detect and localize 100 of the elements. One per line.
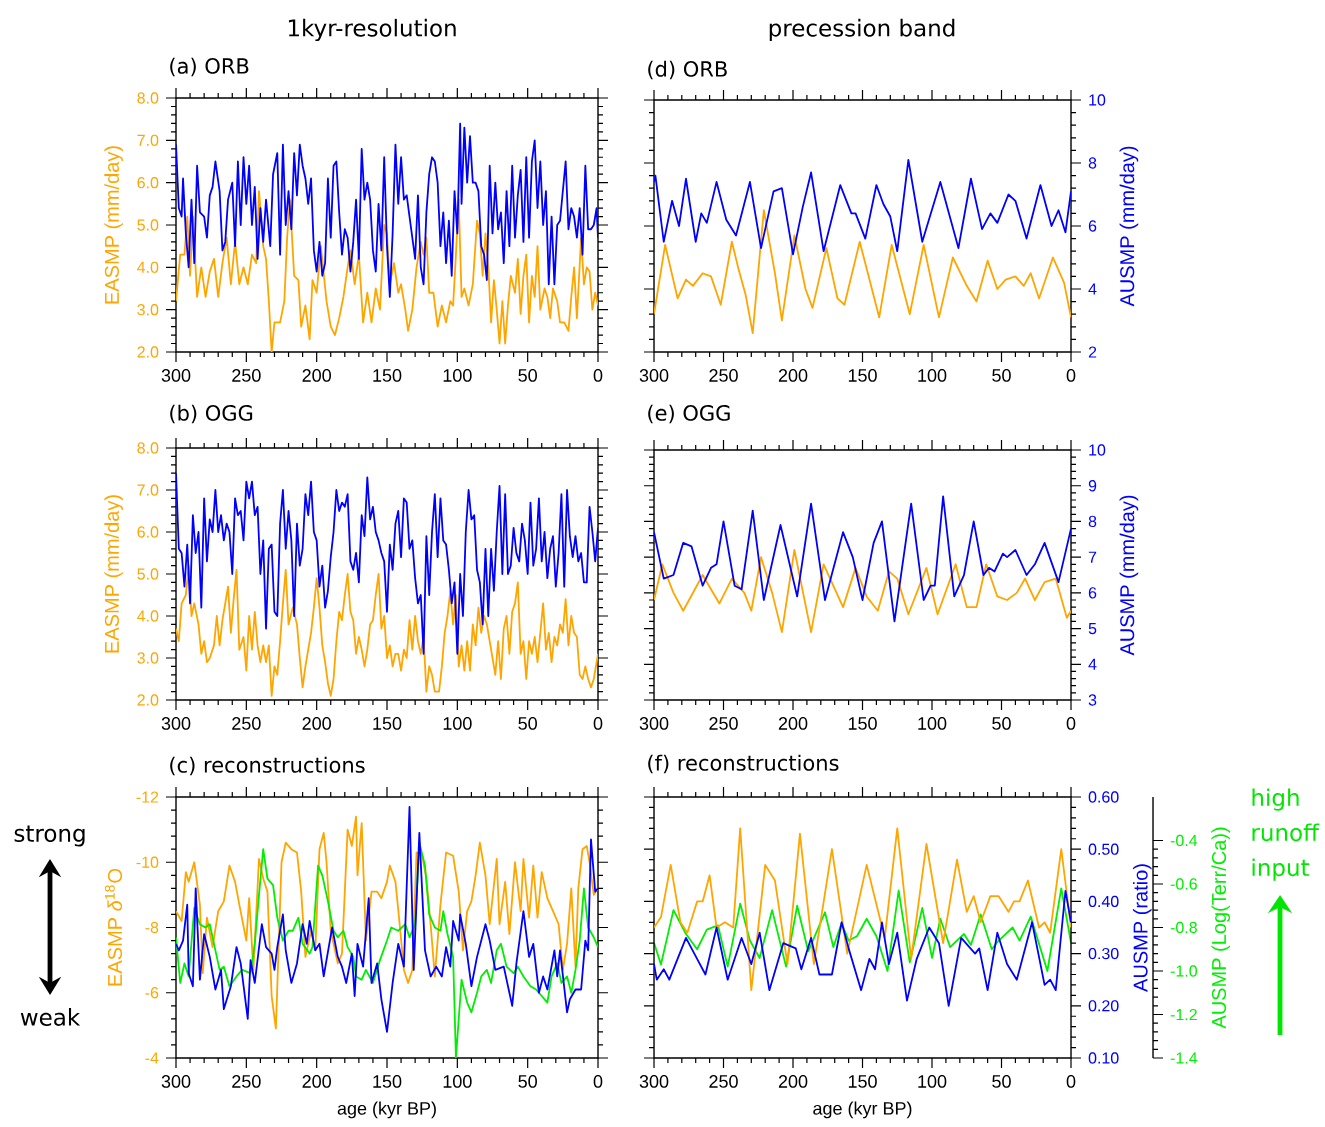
y2-tick-label: 10 <box>1089 444 1106 456</box>
y2-axis-title: AUSMP (ratio) <box>1132 864 1152 992</box>
x-tick-label: 250 <box>232 1075 261 1088</box>
line-series <box>654 209 1071 334</box>
x-tick-label: 250 <box>232 369 261 382</box>
y-tick-label: 4.0 <box>137 261 159 273</box>
x-tick-label: 100 <box>443 369 472 382</box>
chart-title: (a) ORB <box>170 57 249 77</box>
y3-tick-label: -0.6 <box>1170 878 1197 890</box>
line-series <box>176 472 598 655</box>
line-series <box>654 158 1071 256</box>
x-tick-label: 200 <box>778 1075 808 1088</box>
y-tick-label: 8.0 <box>137 92 159 104</box>
y-tick-label: -10 <box>136 856 159 868</box>
chart-title: (f) reconstructions <box>648 754 839 774</box>
x-tick-label: 250 <box>709 1075 738 1088</box>
x-tick-label: 150 <box>848 1075 877 1088</box>
text: high runoff input <box>1252 788 1320 881</box>
x-tick-label: 150 <box>373 1075 402 1088</box>
y-tick-label: -4 <box>145 1052 159 1064</box>
line-series <box>654 549 1071 634</box>
text: weak <box>20 1008 81 1026</box>
x-axis-title: age (kyr BP) <box>813 1101 912 1119</box>
y-tick-label: 7.0 <box>137 134 159 146</box>
x-tick-label: 0 <box>1066 1075 1076 1088</box>
x-tick-label: 50 <box>518 369 537 382</box>
text: strong <box>14 825 85 847</box>
y-tick-label: 8.0 <box>137 442 159 454</box>
x-tick-label: 150 <box>848 369 877 382</box>
y-tick-label: 3.0 <box>137 304 159 316</box>
line-series <box>654 827 1071 992</box>
x-tick-label: 300 <box>161 717 191 730</box>
y3-tick-label: -0.4 <box>1170 834 1198 847</box>
y2-tick-label: 6 <box>1088 587 1097 599</box>
y2-tick-label: 8 <box>1088 515 1097 528</box>
chart-title: (b) OGG <box>170 404 253 424</box>
x-tick-label: 100 <box>918 369 947 382</box>
y-tick-label: 6.0 <box>137 177 159 189</box>
x-tick-label: 250 <box>232 717 261 730</box>
y-tick-label: 3.0 <box>137 652 159 664</box>
y-axis-title: EASMP δ$^{18}$O <box>104 868 123 986</box>
text: 1kyr-resolution <box>288 18 456 42</box>
y-tick-label: 5.0 <box>137 219 159 231</box>
y3-tick-label: -1.4 <box>1170 1052 1198 1064</box>
x-tick-label: 50 <box>992 717 1011 730</box>
y2-tick-label: 3 <box>1088 694 1097 706</box>
x-tick-label: 150 <box>373 717 402 730</box>
y-axis-title: EASMP (mm/day) <box>104 146 123 304</box>
x-tick-label: 200 <box>778 717 808 730</box>
y3-axis-title: AUSMP (Log(Terr/Ca)) <box>1211 827 1231 1029</box>
x-tick-label: 300 <box>639 1075 669 1088</box>
y2-tick-label: 4 <box>1088 658 1097 670</box>
y-axis-title: EASMP (mm/day) <box>104 495 123 653</box>
y-tick-label: 2.0 <box>137 346 159 358</box>
y3-tick-label: -1.0 <box>1170 965 1198 977</box>
y-tick-label: 5.0 <box>137 568 159 580</box>
y3-tick-label: -1.2 <box>1170 1008 1197 1021</box>
x-tick-label: 300 <box>161 1075 191 1088</box>
y2-tick-label: 6 <box>1088 220 1097 232</box>
x-tick-label: 50 <box>992 1075 1011 1088</box>
y2-tick-label: 4 <box>1088 283 1097 295</box>
x-tick-label: 0 <box>593 1075 603 1088</box>
x-tick-label: 200 <box>302 1075 331 1088</box>
x-tick-label: 0 <box>1066 717 1076 730</box>
x-axis-title: age (kyr BP) <box>337 1101 436 1119</box>
x-tick-label: 300 <box>161 369 191 382</box>
y2-tick-label: 10 <box>1089 94 1106 106</box>
y3-tick-label: -0.8 <box>1170 921 1197 934</box>
y-tick-label: -8 <box>145 921 159 934</box>
y2-axis-title: AUSMP (mm/day) <box>1119 146 1139 307</box>
y2-tick-label: 5 <box>1088 622 1097 635</box>
y-tick-label: 4.0 <box>137 610 159 622</box>
x-tick-label: 100 <box>918 1075 947 1088</box>
y2-tick-label: 8 <box>1088 157 1097 169</box>
x-tick-label: 50 <box>518 1075 537 1088</box>
chart-title: (c) reconstructions <box>170 756 365 776</box>
y2-tick-label: 0.40 <box>1088 895 1119 908</box>
y2-tick-label: 7 <box>1088 551 1097 563</box>
chart-title: (e) OGG <box>648 404 730 424</box>
y-tick-label: 6.0 <box>137 526 159 538</box>
y2-tick-label: 0.50 <box>1088 843 1119 855</box>
y2-tick-label: 2 <box>1088 346 1097 358</box>
x-tick-label: 150 <box>848 717 877 730</box>
x-tick-label: 250 <box>709 717 738 730</box>
line-series <box>654 887 1072 972</box>
y2-tick-label: 0.30 <box>1088 947 1119 960</box>
x-tick-label: 250 <box>709 369 738 382</box>
line-series <box>654 495 1071 623</box>
y-tick-label: -12 <box>136 791 159 803</box>
x-tick-label: 300 <box>639 369 669 382</box>
x-tick-label: 100 <box>918 717 947 730</box>
x-tick-label: 100 <box>443 717 472 730</box>
x-tick-label: 0 <box>593 717 603 730</box>
x-tick-label: 200 <box>778 369 808 382</box>
x-tick-label: 0 <box>593 369 603 382</box>
y2-tick-label: 0.10 <box>1088 1052 1119 1064</box>
chart-title: (d) ORB <box>648 60 727 80</box>
y2-axis-title: AUSMP (mm/day) <box>1119 495 1139 656</box>
x-tick-label: 300 <box>639 717 669 730</box>
y-tick-label: 7.0 <box>137 484 159 496</box>
